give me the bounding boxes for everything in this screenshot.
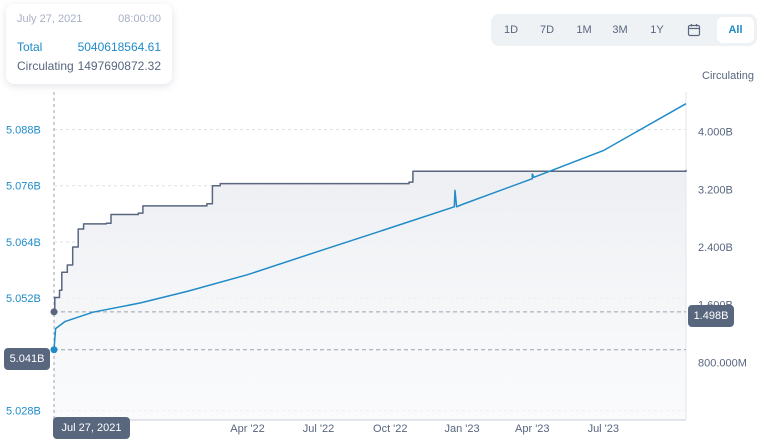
x-axis-tick-label: Jul '23 bbox=[588, 423, 619, 435]
hover-dot-circulating bbox=[50, 308, 58, 316]
x-axis-date-badge: Jul 27, 2021 bbox=[53, 417, 130, 439]
range-1y-button[interactable]: 1Y bbox=[650, 24, 664, 36]
left-axis-tick-label: 5.052B bbox=[6, 293, 41, 305]
x-axis-tick-label: Jan '23 bbox=[444, 423, 479, 435]
right-axis-tick-label: 3.200B bbox=[698, 184, 733, 196]
tooltip-circulating-value: 1497690872.32 bbox=[77, 59, 161, 73]
tooltip-time: 08:00:00 bbox=[118, 13, 161, 25]
tooltip-date: July 27, 2021 bbox=[17, 13, 83, 25]
range-1m-button[interactable]: 1M bbox=[576, 24, 592, 36]
circulating-area bbox=[54, 169, 686, 420]
range-calendar-button[interactable] bbox=[679, 17, 709, 43]
tooltip: July 27, 2021 08:00:00 Total 5040618564.… bbox=[6, 4, 172, 84]
left-axis-tick-label: 5.064B bbox=[6, 237, 41, 249]
right-axis-title: Circulating bbox=[702, 70, 754, 82]
left-axis-tick-label: 5.076B bbox=[6, 181, 41, 193]
time-range-selector: 1D 7D 1M 3M 1Y All bbox=[491, 14, 757, 46]
range-7d-button[interactable]: 7D bbox=[539, 24, 555, 36]
range-1d-button[interactable]: 1D bbox=[503, 24, 519, 36]
x-axis-tick-label: Apr '23 bbox=[515, 423, 550, 435]
calendar-icon bbox=[687, 24, 701, 37]
x-axis-tick-label: Jul '22 bbox=[303, 423, 334, 435]
right-axis-value-badge: 1.498B bbox=[688, 305, 734, 327]
x-axis-tick-label: Oct '22 bbox=[373, 423, 408, 435]
left-axis-tick-label: 5.028B bbox=[6, 406, 41, 418]
tooltip-circulating-row: Circulating 1497690872.32 bbox=[17, 59, 161, 75]
tooltip-circulating-label: Circulating bbox=[17, 59, 74, 73]
hover-dot-total bbox=[50, 346, 58, 354]
series-circulating-line bbox=[54, 169, 687, 313]
right-axis-tick-label: 4.000B bbox=[698, 127, 733, 139]
left-axis-value-badge: 5.041B bbox=[4, 348, 50, 370]
range-3m-button[interactable]: 3M bbox=[612, 24, 628, 36]
x-axis-tick-label: Apr '22 bbox=[230, 423, 265, 435]
left-axis-tick-label: 5.088B bbox=[6, 124, 41, 136]
right-axis-tick-label: 800.000M bbox=[698, 357, 747, 369]
x-axis-ticks: Apr '22 Jul '22 Oct '22 Jan '23 Apr '23 Jul '… bbox=[230, 423, 619, 435]
series-total-line bbox=[53, 103, 687, 350]
tooltip-total-row: Total 5040618564.61 bbox=[17, 40, 161, 56]
range-all-button[interactable]: All bbox=[717, 17, 754, 43]
left-axis-ticks: 5.088B 5.076B 5.064B 5.052B 5.028B bbox=[6, 124, 41, 417]
tooltip-total-value: 5040618564.61 bbox=[77, 40, 161, 54]
right-axis-tick-label: 2.400B bbox=[698, 242, 733, 254]
tooltip-total-label: Total bbox=[17, 40, 43, 54]
